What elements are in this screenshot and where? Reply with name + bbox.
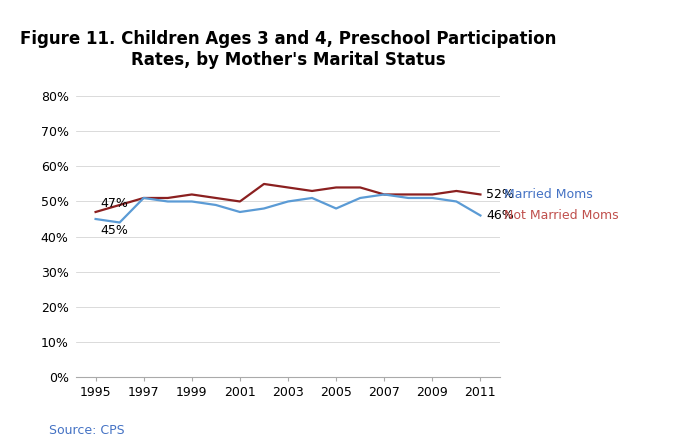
Text: 47%: 47% [101,197,128,210]
Text: Not Married Moms: Not Married Moms [505,209,619,222]
Text: 45%: 45% [101,224,128,237]
Title: Figure 11. Children Ages 3 and 4, Preschool Participation
Rates, by Mother's Mar: Figure 11. Children Ages 3 and 4, Presch… [20,30,556,69]
Text: Married Moms: Married Moms [505,188,593,201]
Text: 52%: 52% [486,188,514,201]
Text: Source: CPS: Source: CPS [49,424,124,437]
Text: 46%: 46% [486,209,514,222]
